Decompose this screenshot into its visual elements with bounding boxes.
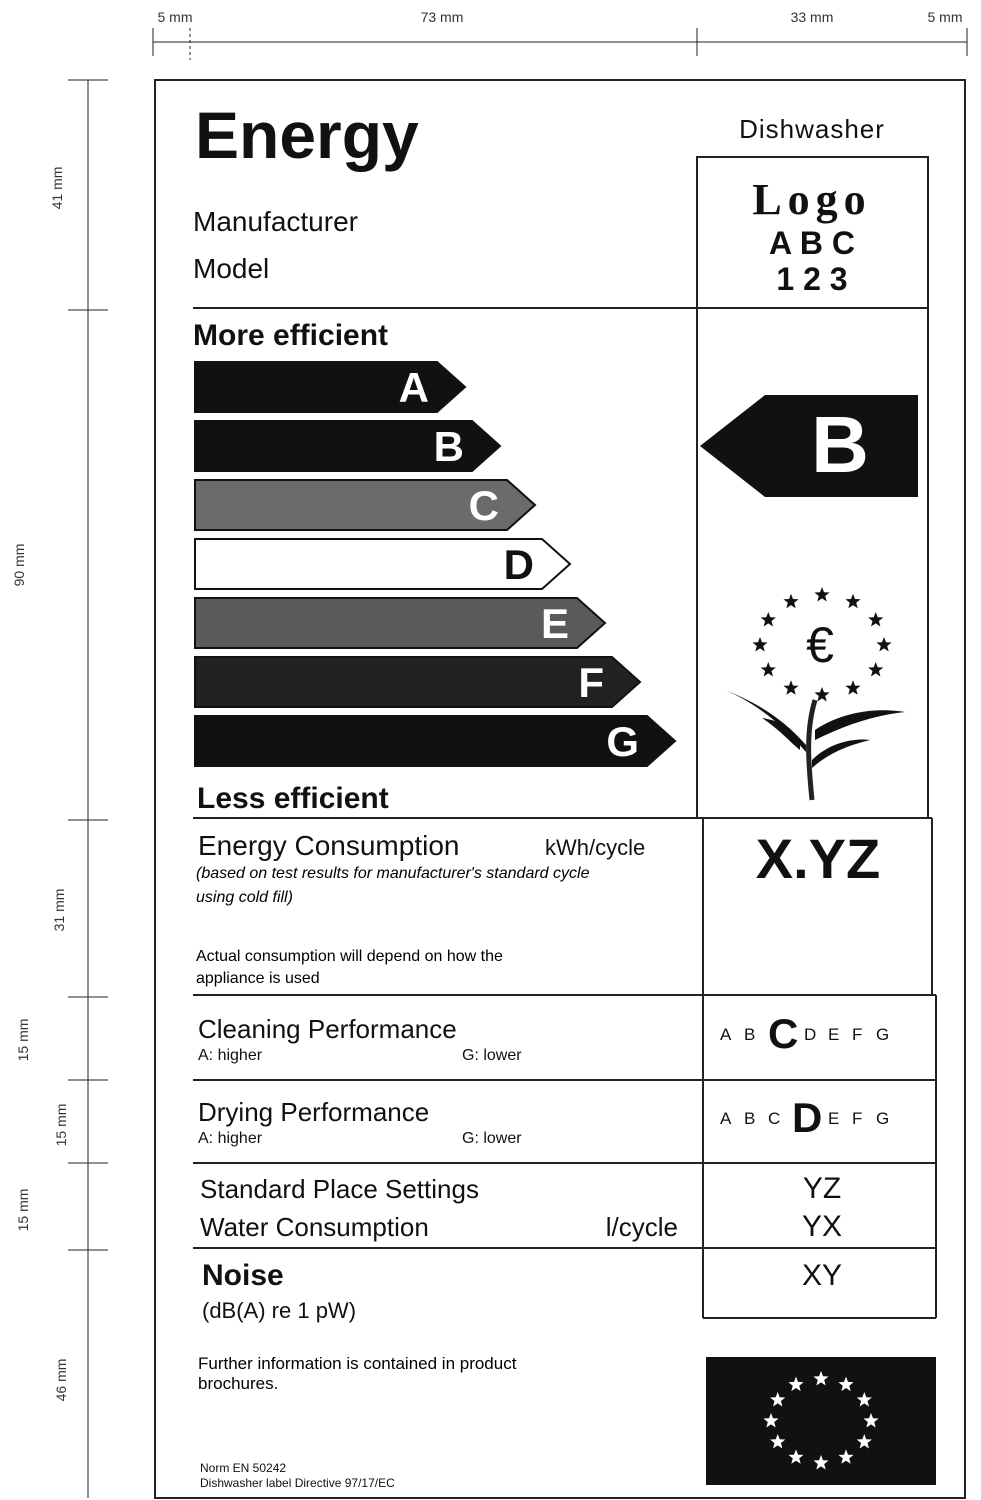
scale-letter: G xyxy=(876,1109,890,1128)
noise-value: XY xyxy=(802,1259,842,1292)
dim-label: 15 mm xyxy=(15,1189,31,1232)
scale-letter: E xyxy=(828,1025,840,1044)
dim-label: 41 mm xyxy=(49,167,65,210)
star xyxy=(814,587,829,602)
scale-letter: B xyxy=(744,1109,756,1128)
more-efficient: More efficient xyxy=(193,319,388,352)
cleaning-label: Cleaning Performance xyxy=(198,1014,457,1044)
footer-info-box: Further information is contained in prod… xyxy=(198,1354,528,1404)
drying-label: Drying Performance xyxy=(198,1097,429,1127)
class-letter: A xyxy=(399,364,429,411)
dim-label: 5 mm xyxy=(928,9,963,25)
class-letter: E xyxy=(541,600,569,647)
star xyxy=(783,594,798,609)
class-arrow xyxy=(195,716,675,766)
star xyxy=(868,662,883,677)
dim-label: 46 mm xyxy=(53,1359,69,1402)
norm: Norm EN 50242 xyxy=(200,1461,286,1475)
dim-label: 33 mm xyxy=(791,9,834,25)
place-settings-label: Standard Place Settings xyxy=(200,1174,479,1204)
euro-sign: € xyxy=(806,617,834,673)
star xyxy=(761,662,776,677)
water-value: YX xyxy=(802,1210,842,1243)
scale-letter: A xyxy=(720,1109,732,1128)
place-settings-value: YZ xyxy=(803,1172,841,1205)
manufacturer: Manufacturer xyxy=(193,206,358,237)
star xyxy=(845,594,860,609)
water-label: Water Consumption xyxy=(200,1212,429,1242)
scale-letter: A xyxy=(720,1025,732,1044)
scale-letter: C xyxy=(768,1109,781,1128)
energy-label-page: 5 mm 73 mm 33 mm 5 mm 41 mm 90 mm 31 mm … xyxy=(0,0,981,1500)
drying-high: A: higher xyxy=(198,1130,263,1147)
scale-letter: D xyxy=(804,1025,817,1044)
scale-letter-highlight: D xyxy=(792,1094,822,1141)
star xyxy=(761,612,776,627)
dim-label: 90 mm xyxy=(11,544,27,587)
scale-letter-highlight: C xyxy=(768,1010,798,1057)
logo-line: A B C xyxy=(769,225,855,261)
water-unit: l/cycle xyxy=(606,1212,678,1242)
title: Energy xyxy=(195,98,419,172)
logo-line: 1 2 3 xyxy=(776,261,847,297)
dim-label: 15 mm xyxy=(15,1019,31,1062)
drying-low: G: lower xyxy=(462,1130,522,1147)
rating-arrow xyxy=(700,395,918,497)
energy-note: (based on test results for manufacturer'… xyxy=(196,862,596,910)
dim-label: 15 mm xyxy=(53,1104,69,1147)
star xyxy=(814,687,829,702)
energy-label: Energy Consumption xyxy=(198,830,459,861)
star xyxy=(783,680,798,695)
energy-value: X.YZ xyxy=(756,827,880,890)
star xyxy=(868,612,883,627)
cleaning-low: G: lower xyxy=(462,1047,522,1064)
class-letter: G xyxy=(606,718,639,765)
class-letter: C xyxy=(469,482,499,529)
footer-info: Further information is contained in prod… xyxy=(198,1354,518,1394)
model: Model xyxy=(193,253,269,284)
logo: Logo xyxy=(752,175,871,224)
dim-label: 5 mm xyxy=(158,9,193,25)
scale-letter: B xyxy=(744,1025,756,1044)
energy-caveat-box: Actual consumption will depend on how th… xyxy=(196,946,616,996)
scale-letter: E xyxy=(828,1109,840,1128)
less-efficient: Less efficient xyxy=(197,782,389,815)
directive: Dishwasher label Directive 97/17/EC xyxy=(200,1476,395,1490)
appliance: Dishwasher xyxy=(739,114,885,144)
cleaning-high: A: higher xyxy=(198,1047,263,1064)
noise-label: Noise xyxy=(202,1259,284,1292)
scale-letter: F xyxy=(852,1109,863,1128)
energy-note-box: (based on test results for manufacturer'… xyxy=(196,862,616,912)
eco-flower: € xyxy=(725,587,905,800)
class-arrow xyxy=(195,657,640,707)
class-letter: D xyxy=(504,541,534,588)
rating: B xyxy=(811,400,869,489)
star xyxy=(752,637,767,652)
class-letter: B xyxy=(434,423,464,470)
star xyxy=(876,637,891,652)
dim-label: 73 mm xyxy=(421,9,464,25)
star xyxy=(845,680,860,695)
energy-unit: kWh/cycle xyxy=(545,835,645,860)
energy-caveat: Actual consumption will depend on how th… xyxy=(196,946,556,990)
scale-letter: G xyxy=(876,1025,890,1044)
dim-label: 31 mm xyxy=(51,889,67,932)
noise-unit: (dB(A) re 1 pW) xyxy=(202,1298,356,1323)
scale-letter: F xyxy=(852,1025,863,1044)
class-letter: F xyxy=(578,659,604,706)
